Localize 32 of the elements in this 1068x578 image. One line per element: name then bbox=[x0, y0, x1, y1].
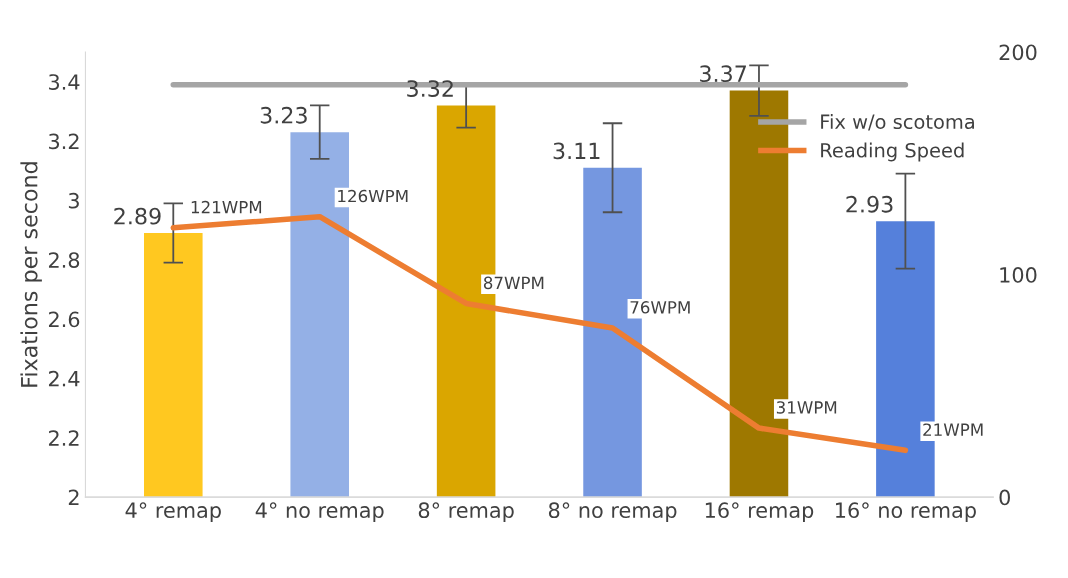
data-label: 2.93 bbox=[846, 195, 893, 213]
x-tick-label: 16° no remap bbox=[836, 502, 976, 523]
data-label: 3.23 bbox=[260, 106, 307, 124]
data-label: 31WPM bbox=[776, 401, 837, 414]
y-tick-label: 2 bbox=[68, 489, 79, 505]
data-label: 2.89 bbox=[114, 207, 161, 225]
legend-label: Fix w/o scotoma bbox=[821, 114, 974, 131]
data-label: 21WPM bbox=[923, 423, 983, 436]
y-tick-label: 3 bbox=[68, 192, 79, 209]
y-tick-label: 2.6 bbox=[48, 311, 80, 328]
y-tick-label: 3.4 bbox=[49, 74, 80, 90]
y-tick-label: 3.2 bbox=[49, 133, 79, 150]
data-label: 121WPM bbox=[191, 200, 262, 214]
y2-tick-label: 200 bbox=[999, 44, 1037, 61]
x-tick-label: 16° remap bbox=[705, 502, 814, 523]
y-tick-label: 2.8 bbox=[48, 252, 80, 268]
y-tick-label: 2.4 bbox=[48, 370, 80, 387]
data-label: 3.11 bbox=[553, 142, 600, 160]
data-label: 76WPM bbox=[630, 301, 690, 314]
data-label: 126WPM bbox=[338, 189, 408, 203]
y2-tick-label: 100 bbox=[1000, 267, 1037, 283]
data-label: 87WPM bbox=[483, 276, 544, 290]
data-label: 3.37 bbox=[700, 65, 746, 83]
x-tick-label: 4° no remap bbox=[255, 502, 384, 523]
x-tick-label: 8° no remap bbox=[548, 502, 677, 523]
legend-label: Reading Speed bbox=[821, 142, 964, 162]
y-axis-title: Fixations per second bbox=[20, 162, 42, 387]
y2-tick-label: 0 bbox=[999, 489, 1010, 506]
data-label: 3.32 bbox=[407, 80, 453, 97]
y-tick-label: 2.2 bbox=[48, 430, 79, 446]
x-tick-label: 4° remap bbox=[125, 502, 221, 523]
x-tick-label: 8° remap bbox=[418, 502, 514, 523]
